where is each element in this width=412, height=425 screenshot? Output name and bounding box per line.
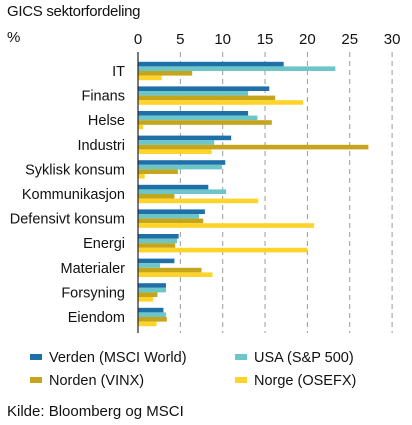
bar xyxy=(138,115,258,121)
legend-swatch-2 xyxy=(30,377,42,384)
bar xyxy=(138,198,259,204)
bar xyxy=(138,297,154,302)
legend-item-0: Verden (MSCI World) xyxy=(30,350,187,366)
legend-label-0: Verden (MSCI World) xyxy=(49,350,187,366)
x-tick-label: 10 xyxy=(214,31,231,48)
chart: 0 5 10 15 20 25 30 IT Finans Helse Industri Syklisk… xyxy=(10,31,401,333)
bar xyxy=(138,267,202,273)
bar xyxy=(138,218,204,224)
category-label: Eiendom xyxy=(68,310,125,326)
source-note: Kilde: Bloomberg og MSCI xyxy=(7,403,184,420)
unit-label: % xyxy=(7,29,21,46)
bar xyxy=(138,238,177,244)
bar xyxy=(138,321,157,327)
category-label: Finans xyxy=(81,89,125,105)
bar xyxy=(138,71,193,76)
bar xyxy=(138,91,249,96)
bar xyxy=(138,75,162,81)
bar xyxy=(138,86,270,91)
bar xyxy=(138,184,209,190)
bar xyxy=(138,214,199,219)
x-tick-label: 30 xyxy=(384,31,401,48)
category-label: IT xyxy=(112,64,125,80)
category-label: Helse xyxy=(88,113,125,129)
x-tick-label: 0 xyxy=(134,31,142,48)
bar xyxy=(138,149,212,154)
bar xyxy=(138,263,161,268)
category-label: Syklisk konsum xyxy=(25,162,125,178)
legend: Verden (MSCI World) USA (S&P 500) Norden… xyxy=(30,350,412,394)
legend-label-1: USA (S&P 500) xyxy=(254,350,354,366)
x-tick-label: 25 xyxy=(341,31,358,48)
category-label: Energi xyxy=(83,236,125,252)
bar xyxy=(138,209,205,214)
bar xyxy=(138,194,175,199)
bar xyxy=(138,144,369,150)
legend-label-3: Norge (OSEFX) xyxy=(254,373,357,389)
legend-label-2: Norden (VINX) xyxy=(49,373,145,389)
x-tick-label: 5 xyxy=(176,31,184,48)
bar xyxy=(138,223,315,228)
bar xyxy=(138,189,227,194)
bar xyxy=(138,111,249,116)
x-tick-label: 20 xyxy=(299,31,316,48)
category-label: Kommunikasjon xyxy=(22,187,125,203)
bar xyxy=(138,307,164,313)
bar xyxy=(138,95,276,101)
chart-title: GICS sektorfordeling xyxy=(7,3,141,20)
bar xyxy=(138,61,284,67)
bar xyxy=(138,247,308,253)
legend-item-2: Norden (VINX) xyxy=(30,373,144,389)
bar xyxy=(138,169,178,174)
category-label: Materialer xyxy=(61,261,126,277)
bar xyxy=(138,164,222,170)
bar xyxy=(138,174,145,179)
bar xyxy=(138,317,167,322)
bar xyxy=(138,272,213,277)
bar xyxy=(138,124,144,130)
legend-item-1: USA (S&P 500) xyxy=(235,350,354,366)
bar xyxy=(138,160,226,165)
bar xyxy=(138,312,166,317)
bar xyxy=(138,100,304,105)
category-label: Forsyning xyxy=(61,285,125,301)
bar xyxy=(138,258,175,264)
bar xyxy=(138,135,232,141)
legend-swatch-3 xyxy=(235,377,247,384)
legend-swatch-0 xyxy=(30,354,42,361)
bar xyxy=(138,287,166,293)
bar xyxy=(138,234,179,239)
bar xyxy=(138,140,215,145)
bar xyxy=(138,66,336,71)
category-label: Industri xyxy=(77,138,125,154)
x-tick-label: 15 xyxy=(257,31,274,48)
bar xyxy=(138,120,272,125)
bar xyxy=(138,283,166,288)
category-label: Defensivt konsum xyxy=(10,212,125,228)
legend-swatch-1 xyxy=(235,354,247,361)
bar xyxy=(138,243,176,248)
legend-item-3: Norge (OSEFX) xyxy=(235,373,356,389)
bar xyxy=(138,292,158,297)
